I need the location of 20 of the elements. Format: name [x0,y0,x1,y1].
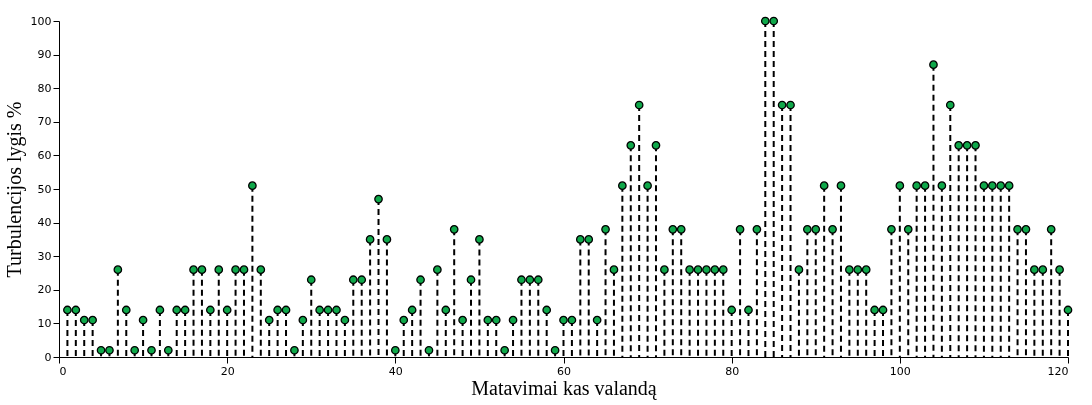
y-axis-title: Turbulencijos lygis % [2,101,26,278]
y-tick-label: 90 [37,48,52,62]
y-tick-label: 60 [37,148,52,162]
x-tick-label: 120 [1047,364,1069,378]
y-tick-label: 0 [44,350,52,364]
y-tick-label: 10 [37,316,52,330]
x-tick-label: 40 [388,364,403,378]
y-tick-label: 20 [37,283,52,297]
y-tick-label: 80 [37,81,52,95]
y-tick-label: 100 [30,14,52,28]
y-tick-label: 30 [37,249,52,263]
x-tick-label: 60 [557,364,571,378]
x-tick-label: 0 [59,364,67,378]
y-tick-label: 50 [37,182,52,196]
x-tick-label: 100 [889,364,911,378]
x-axis-title: Matavimai kas valandą [471,376,658,400]
x-tick-label: 20 [220,364,235,378]
x-tick-label: 80 [725,364,740,378]
y-tick-label: 70 [37,115,52,129]
y-tick-label: 40 [37,216,52,230]
